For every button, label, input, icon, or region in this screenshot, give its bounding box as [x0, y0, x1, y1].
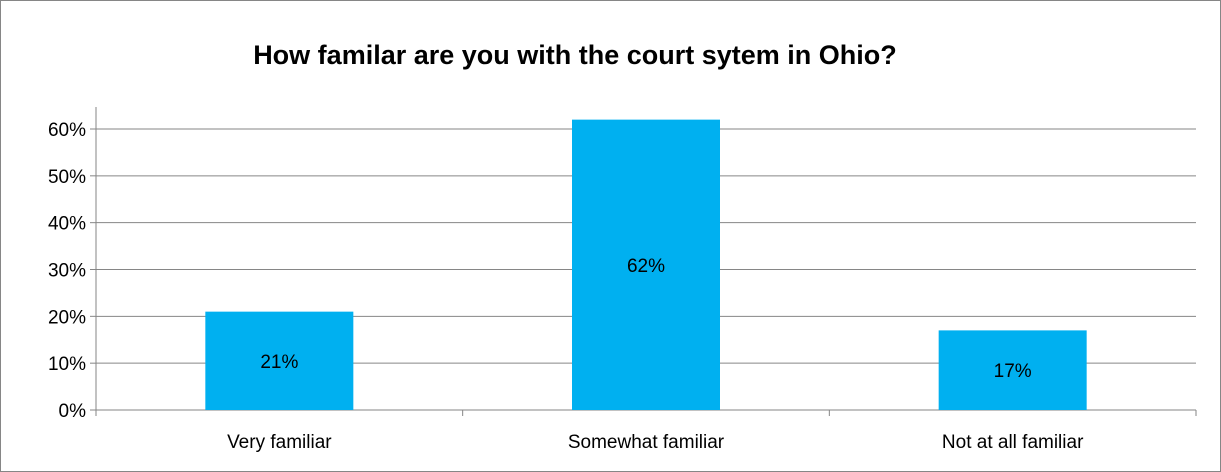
x-category-label: Somewhat familiar [568, 432, 725, 453]
data-label: 17% [994, 361, 1032, 382]
y-tick-label: 20% [48, 307, 86, 328]
y-tick-label: 10% [48, 354, 86, 375]
bar [938, 330, 1087, 410]
y-tick-label: 50% [48, 167, 86, 188]
y-tick-label: 40% [48, 214, 86, 235]
bar [572, 119, 720, 410]
x-category-label: Very familiar [227, 432, 332, 453]
chart-title: How familar are you with the court sytem… [253, 40, 897, 70]
y-tick-label: 60% [48, 120, 86, 141]
bars [205, 119, 1087, 410]
x-category-label: Not at all familiar [942, 432, 1084, 453]
labels: 21% Very familiar 62% Somewhat familiar 17% N… [227, 256, 1084, 453]
y-tick-label: 0% [59, 401, 87, 422]
y-tick-label: 30% [48, 261, 86, 282]
bar [205, 311, 354, 410]
data-label: 21% [260, 352, 298, 373]
data-label: 62% [627, 256, 665, 277]
